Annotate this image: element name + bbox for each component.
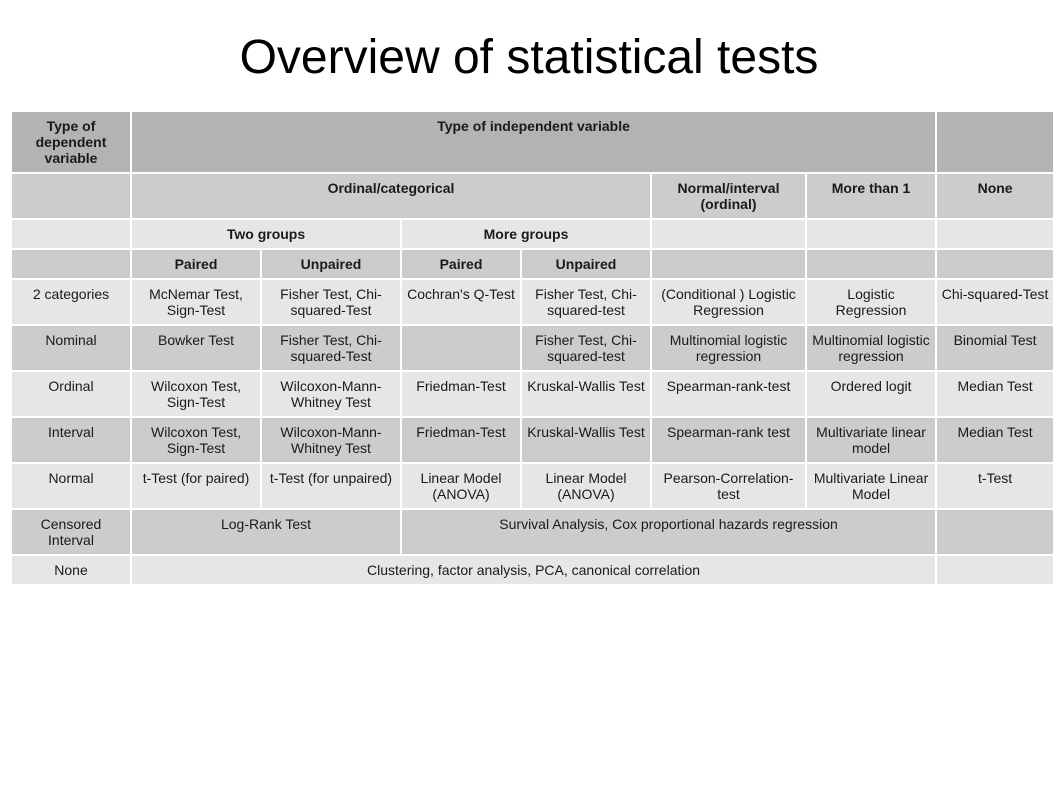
row-label: Interval [11,417,131,463]
cell: Kruskal-Wallis Test [521,417,651,463]
cell: Fisher Test, Chi-squared-test [521,279,651,325]
cell: t-Test (for unpaired) [261,463,401,509]
cell: Chi-squared-Test [936,279,1054,325]
hdr-paired: Paired [401,249,521,279]
cell: Median Test [936,371,1054,417]
row-label: Normal [11,463,131,509]
cell: Multinomial logistic regression [651,325,806,371]
hdr-blank [806,219,936,249]
cell: McNemar Test, Sign-Test [131,279,261,325]
cell: Log-Rank Test [131,509,401,555]
cell: Cochran's Q-Test [401,279,521,325]
cell: Multivariate linear model [806,417,936,463]
cell: Linear Model (ANOVA) [401,463,521,509]
hdr-blank-right [936,111,1054,173]
cell: Survival Analysis, Cox proportional haza… [401,509,936,555]
cell: t-Test [936,463,1054,509]
cell: Wilcoxon Test, Sign-Test [131,371,261,417]
cell: Kruskal-Wallis Test [521,371,651,417]
hdr-blank [11,249,131,279]
cell: Wilcoxon Test, Sign-Test [131,417,261,463]
cell [936,509,1054,555]
cell [401,325,521,371]
cell: Median Test [936,417,1054,463]
hdr-two-groups: Two groups [131,219,401,249]
cell: (Conditional ) Logistic Regression [651,279,806,325]
hdr-blank [11,173,131,219]
cell: Wilcoxon-Mann-Whitney Test [261,417,401,463]
hdr-blank [11,219,131,249]
hdr-ordcat: Ordinal/categorical [131,173,651,219]
stat-tests-table: Type of dependent variable Type of indep… [10,110,1055,586]
hdr-normint: Normal/interval (ordinal) [651,173,806,219]
cell: Wilcoxon-Mann-Whitney Test [261,371,401,417]
hdr-blank [651,219,806,249]
cell: Spearman-rank test [651,417,806,463]
hdr-unpaired: Unpaired [261,249,401,279]
hdr-blank [806,249,936,279]
hdr-unpaired: Unpaired [521,249,651,279]
hdr-blank [936,219,1054,249]
cell: t-Test (for paired) [131,463,261,509]
cell: Logistic Regression [806,279,936,325]
hdr-blank [651,249,806,279]
cell: Fisher Test, Chi-squared-test [521,325,651,371]
row-label: Ordinal [11,371,131,417]
hdr-more1: More than 1 [806,173,936,219]
hdr-blank [936,249,1054,279]
cell: Spearman-rank-test [651,371,806,417]
row-label: 2 categories [11,279,131,325]
cell: Fisher Test, Chi-squared-Test [261,325,401,371]
cell: Linear Model (ANOVA) [521,463,651,509]
cell: Fisher Test, Chi-squared-Test [261,279,401,325]
hdr-independent: Type of independent variable [131,111,936,173]
cell: Binomial Test [936,325,1054,371]
row-label: Nominal [11,325,131,371]
row-label: Censored Interval [11,509,131,555]
cell: Multivariate Linear Model [806,463,936,509]
cell: Multinomial logistic regression [806,325,936,371]
cell: Bowker Test [131,325,261,371]
hdr-none: None [936,173,1054,219]
hdr-paired: Paired [131,249,261,279]
cell [936,555,1054,585]
cell: Ordered logit [806,371,936,417]
row-label: None [11,555,131,585]
cell: Friedman-Test [401,371,521,417]
page-title: Overview of statistical tests [10,30,1048,85]
cell: Clustering, factor analysis, PCA, canoni… [131,555,936,585]
cell: Pearson-Correlation-test [651,463,806,509]
cell: Friedman-Test [401,417,521,463]
hdr-more-groups: More groups [401,219,651,249]
hdr-dependent: Type of dependent variable [11,111,131,173]
